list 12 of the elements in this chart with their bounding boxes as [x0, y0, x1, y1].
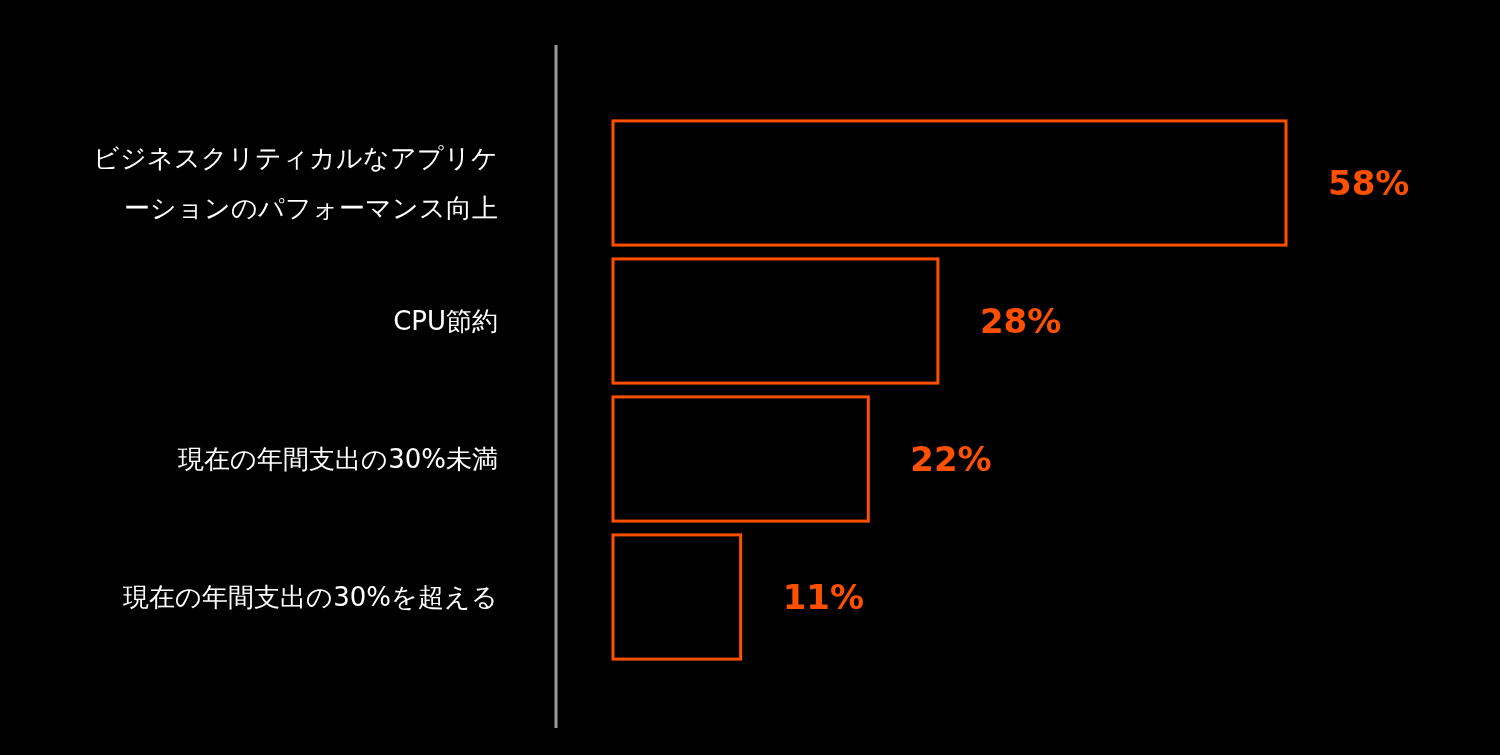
- bar: [611, 533, 743, 661]
- data-label: 11%: [782, 577, 865, 617]
- y-tick-label: 現在の年間支出の30%未満: [178, 444, 498, 474]
- bar: [611, 257, 940, 385]
- bar: [611, 395, 870, 523]
- y-tick-label: ビジネスクリティカルなアプリケーションのパフォーマンス向上: [93, 143, 498, 223]
- data-label: 58%: [1328, 163, 1410, 203]
- y-tick-label: CPU節約: [393, 306, 498, 336]
- data-label: 28%: [979, 301, 1062, 341]
- data-label: 22%: [910, 439, 992, 479]
- bar: [611, 119, 1288, 247]
- y-tick-label: 現在の年間支出の30%を超える: [123, 582, 498, 612]
